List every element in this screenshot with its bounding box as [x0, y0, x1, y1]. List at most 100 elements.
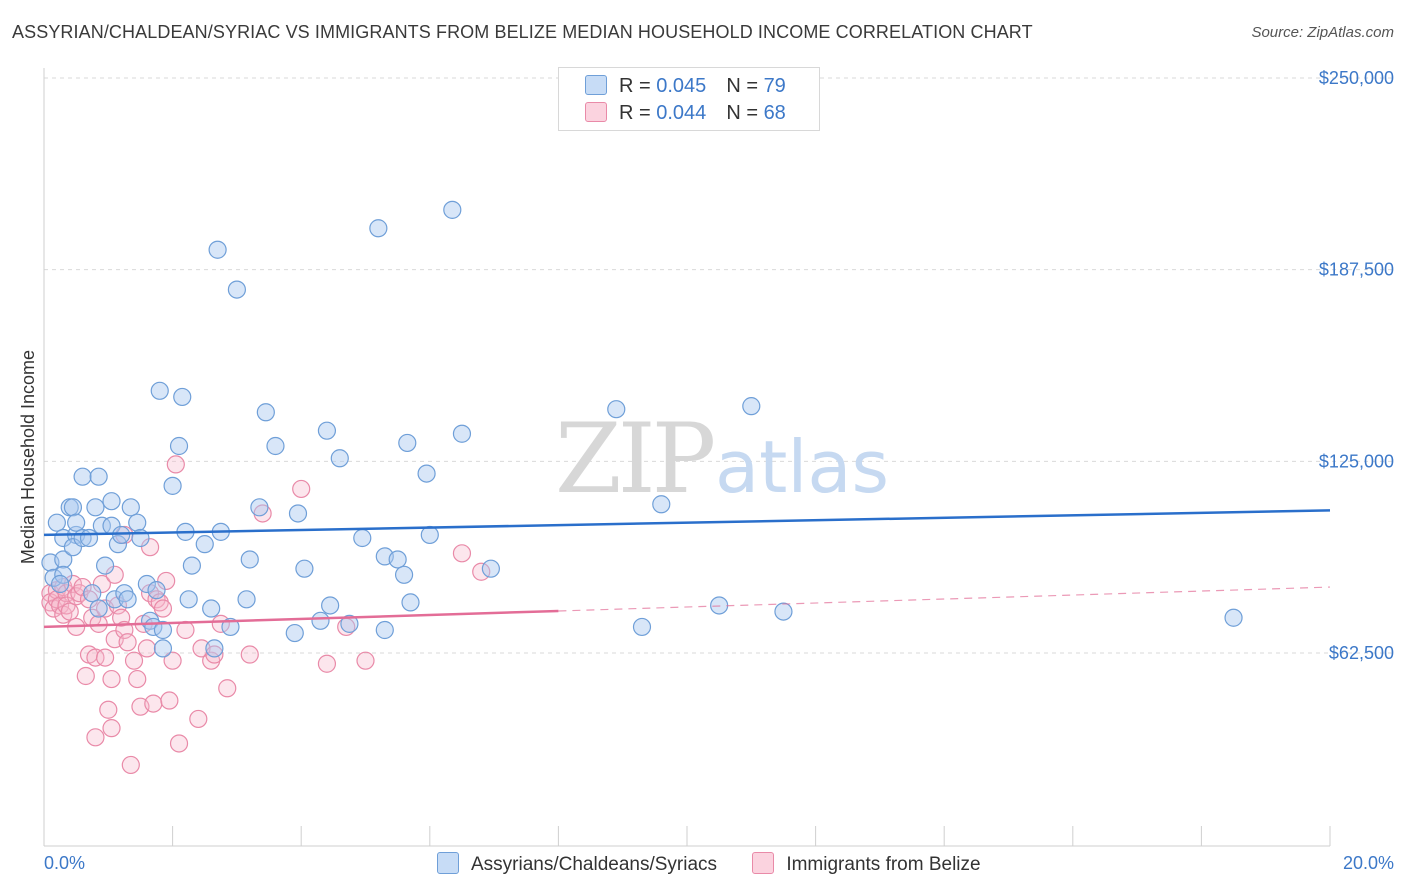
assyrian-point — [208, 240, 227, 259]
assyrian-point — [112, 525, 131, 545]
y-tick-label: $125,000 — [1319, 451, 1394, 471]
axes — [43, 68, 1331, 847]
belize-point — [317, 654, 337, 673]
assyrian-point — [340, 614, 359, 633]
assyrian-point — [266, 436, 285, 456]
legend-item-belize[interactable]: Immigrants from Belize — [752, 852, 981, 876]
correlation-legend: R = 0.045 N = 79 R = 0.044 N = 68 — [558, 67, 820, 131]
assyrian-point — [394, 565, 414, 584]
assyrian-point — [221, 617, 240, 637]
assyrian-point — [118, 590, 137, 609]
legend-item-assyrian[interactable]: Assyrians/Chaldeans/Syriacs — [437, 852, 717, 876]
assyrian-point — [452, 424, 472, 443]
assyrian-point — [1224, 608, 1243, 627]
assyrian-point — [50, 574, 70, 594]
belize-point — [137, 639, 156, 658]
trend-lines — [43, 509, 1331, 629]
assyrian-point — [86, 498, 105, 517]
belize-point — [124, 651, 144, 670]
belize-point — [60, 602, 79, 621]
legend-label-assyrian: Assyrians/Chaldeans/Syriacs — [471, 854, 718, 875]
belize-point — [356, 651, 375, 670]
assyrian-point — [47, 513, 66, 532]
belize-trend-extension — [558, 586, 1331, 612]
belize-point — [218, 679, 237, 698]
assyrian-point — [173, 387, 192, 407]
assyrian-point — [369, 219, 388, 238]
assyrian-point — [240, 550, 259, 569]
assyrian-point — [398, 433, 417, 453]
belize-point — [163, 651, 182, 670]
assyrian-point — [417, 464, 436, 483]
series-belize-points — [41, 455, 491, 775]
assyrian-point — [420, 525, 439, 545]
assyrian-point — [774, 602, 793, 621]
assyrian-point — [147, 581, 166, 600]
assyrian-point — [67, 513, 86, 532]
assyrian-point — [121, 498, 140, 517]
assyrian-point — [388, 550, 407, 569]
assyrian-point — [375, 620, 394, 640]
y-axis-label: Median Household Income — [18, 350, 38, 564]
belize-point — [92, 574, 111, 594]
assyrian-point — [311, 611, 330, 630]
assyrian-point — [256, 403, 275, 422]
legend-n-label: N = — [726, 102, 764, 124]
watermark: ZIP atlas — [555, 403, 889, 515]
source-label: Source: ZipAtlas.com — [1251, 24, 1394, 41]
assyrian-point — [83, 584, 102, 603]
assyrian-point — [137, 574, 156, 594]
belize-point — [102, 719, 121, 738]
belize-point — [205, 645, 224, 664]
assyrian-point — [202, 599, 221, 618]
belize-point — [452, 544, 472, 563]
assyrian-point — [89, 467, 108, 486]
assyrian-point — [73, 467, 92, 486]
legend-row-assyrian: R = 0.045 N = 79 — [585, 75, 786, 99]
x-tick-label-max: 20.0% — [1343, 853, 1394, 873]
belize-point — [153, 599, 173, 618]
assyrian-point — [607, 400, 626, 419]
belize-point — [144, 694, 163, 713]
tick-labels: $62,500 $125,000 $187,500 $250,000 0.0% 20.0% — [44, 68, 1394, 873]
assyrian-point — [163, 476, 182, 495]
assyrian-point — [285, 623, 304, 643]
y-tick-label: $187,500 — [1319, 260, 1394, 280]
belize-point — [86, 728, 105, 747]
assyrian-point — [237, 590, 256, 609]
legend-r-label: R = — [619, 102, 657, 124]
legend-n-value: 68 — [763, 102, 786, 124]
belize-point — [86, 648, 105, 667]
assyrian-point — [632, 617, 652, 637]
legend-n-label: N = — [726, 75, 764, 97]
assyrian-point — [169, 436, 189, 456]
assyrian-point — [182, 556, 201, 575]
assyrian-point — [105, 590, 124, 609]
belize-point — [160, 691, 179, 710]
legend-row-belize: R = 0.044 N = 68 — [585, 102, 786, 126]
belize-point — [118, 633, 137, 652]
belize-point — [95, 648, 115, 667]
belize-point — [169, 734, 189, 753]
assyrian-point — [481, 559, 500, 578]
belize-point — [147, 590, 166, 609]
belize-point — [99, 700, 118, 719]
legend-r-value: 0.044 — [656, 102, 707, 124]
assyrian-point — [153, 620, 173, 640]
assyrian-point — [353, 528, 372, 548]
series-assyrian-points — [41, 200, 1243, 658]
belize-point — [189, 709, 208, 729]
assyrian-point — [128, 513, 147, 532]
assyrian-point — [401, 593, 420, 612]
assyrian-point — [89, 599, 108, 618]
legend-swatch-pink — [752, 852, 775, 874]
assyrian-point — [295, 559, 314, 578]
assyrian-point — [63, 538, 83, 557]
assyrian-point — [652, 495, 671, 514]
assyrian-point — [317, 421, 337, 440]
series-legend: Assyrians/Chaldeans/Syriacs Immigrants f… — [437, 852, 1011, 876]
chart-title: ASSYRIAN/CHALDEAN/SYRIAC VS IMMIGRANTS F… — [12, 22, 1033, 42]
legend-swatch-pink — [585, 102, 607, 122]
belize-point — [76, 666, 95, 686]
